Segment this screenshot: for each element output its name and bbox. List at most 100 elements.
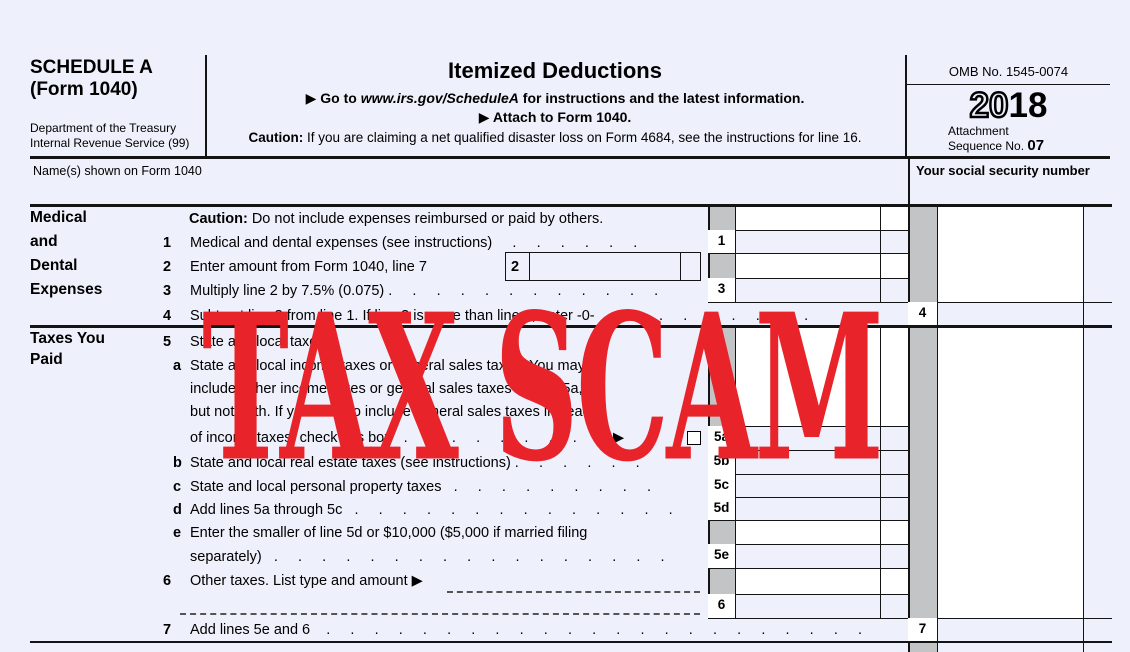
rule-h: [905, 84, 1110, 85]
line-1-amount-field[interactable]: [735, 230, 908, 253]
line-5a-amount-field[interactable]: [735, 426, 908, 450]
form-number-label: (Form 1040): [30, 79, 138, 100]
line-5d-box: 5d: [708, 497, 735, 520]
header-caution: Caution: If you are claiming a net quali…: [205, 130, 905, 145]
line-5b-amount-field[interactable]: [735, 450, 908, 474]
rule-h: [708, 426, 908, 427]
line-5b-box: 5b: [708, 450, 735, 474]
line-1-box: 1: [708, 230, 735, 253]
tax-scam-stamp: TAX SCAM: [202, 269, 884, 507]
caution-row-label: Caution:: [189, 211, 248, 227]
line-5e-text-2: separately) . . . . . . . . . . . . . . …: [190, 549, 665, 565]
rule-v: [735, 325, 736, 618]
department-line2: Internal Revenue Service (99): [30, 136, 190, 150]
rule-v: [205, 55, 207, 156]
tax-year: 2018: [907, 86, 1110, 125]
irs-url[interactable]: www.irs.gov/ScheduleA: [360, 90, 519, 106]
line-5-number: 5: [163, 334, 172, 350]
rule-h: [708, 450, 908, 451]
line-2-box-number: 2: [511, 259, 520, 275]
rule-v: [1083, 204, 1084, 652]
line-2-text: Enter amount from Form 1040, line 7: [190, 259, 427, 275]
sequence-text: Sequence No.: [948, 139, 1028, 153]
rule-h: [505, 280, 701, 281]
rule-v: [905, 55, 907, 156]
shade-cell: [908, 204, 937, 302]
line-3-box: 3: [708, 278, 735, 302]
rule-h: [30, 325, 1112, 328]
rule-v: [700, 252, 701, 280]
attach-instruction: ▶ Attach to Form 1040.: [478, 109, 632, 125]
line-6-amount-field[interactable]: [735, 594, 908, 618]
sales-tax-checkbox[interactable]: [687, 431, 701, 445]
name-label: Name(s) shown on Form 1040: [33, 164, 202, 178]
line-1-number: 1: [163, 235, 172, 251]
line-5a-letter: a: [173, 358, 182, 374]
line-6-box: 6: [708, 594, 735, 618]
tax-year-18: 18: [1008, 86, 1048, 125]
line-7-number: 7: [163, 622, 172, 638]
caution-label: Caution:: [248, 130, 304, 145]
line-3-number: 3: [163, 283, 172, 299]
rule-v: [708, 204, 710, 302]
line-5a-text-4: of income taxes, check this box . . . . …: [190, 430, 625, 446]
writein-line[interactable]: [447, 591, 700, 593]
rule-h: [30, 156, 1110, 159]
name-field[interactable]: [30, 170, 905, 203]
line-5a-text-3: but not both. If you elect to include ge…: [190, 404, 591, 420]
goto-prefix: ▶ Go to: [305, 90, 361, 106]
line-5b-text: State and local real estate taxes (see i…: [190, 455, 640, 471]
shade-cell: [908, 325, 937, 618]
writein-line[interactable]: [180, 613, 700, 615]
sequence-number: 07: [1027, 137, 1045, 154]
line-5a-box: 5a: [708, 426, 735, 450]
section-medical-line2: and: [30, 233, 58, 250]
line-7-amount-field[interactable]: [937, 618, 1112, 641]
rule-h: [708, 497, 908, 498]
rule-h: [708, 544, 908, 545]
rule-h: [708, 253, 908, 254]
shade-cell: [708, 327, 735, 426]
line-5e-amount-field[interactable]: [735, 544, 908, 568]
line-2-number: 2: [163, 259, 172, 275]
goto-suffix: for instructions and the latest informat…: [518, 90, 805, 106]
ssn-label: Your social security number: [916, 163, 1090, 178]
rule-v: [735, 204, 736, 302]
goto-instruction: ▶ Go to www.irs.gov/ScheduleA for instru…: [205, 90, 905, 107]
line-5c-text: State and local personal property taxes …: [190, 479, 651, 495]
rule-h: [708, 568, 908, 569]
line-4-amount-field[interactable]: [937, 302, 1112, 325]
caution-row-text: Do not include expenses reimbursed or pa…: [247, 211, 604, 227]
rule-h: [505, 252, 701, 253]
rule-h: [708, 594, 908, 595]
line-5c-amount-field[interactable]: [735, 474, 908, 497]
line-5-text: State and local taxes.: [190, 334, 329, 350]
line-5d-text: Add lines 5a through 5c . . . . . . . . …: [190, 502, 673, 518]
line-7-text: Add lines 5e and 6 . . . . . . . . . . .…: [190, 622, 863, 638]
ssn-field[interactable]: [937, 207, 1083, 302]
line-5a-text-1: State and local income taxes or general …: [190, 358, 585, 374]
line-5e-letter: e: [173, 525, 182, 541]
line-5d-amount-field[interactable]: [735, 497, 908, 520]
line-2-amount-field[interactable]: [531, 252, 680, 280]
caution-row: Caution: Do not include expenses reimbur…: [189, 209, 603, 229]
line-6-text: Other taxes. List type and amount ▶: [190, 573, 423, 589]
section-medical-line4: Expenses: [30, 281, 103, 298]
line-5b-letter: b: [173, 455, 182, 471]
omb-number: OMB No. 1545-0074: [948, 64, 1069, 79]
line-6-number: 6: [163, 573, 172, 589]
shade-cell: [908, 641, 937, 652]
blank-cell: [937, 325, 1083, 618]
line-4-box: 4: [908, 302, 937, 325]
line-3-amount-field[interactable]: [735, 278, 908, 302]
section-taxes-line2: Paid: [30, 351, 63, 368]
attachment-label: Attachment: [948, 124, 1009, 138]
schedule-label: SCHEDULE A: [30, 57, 153, 78]
blank-cell: [735, 568, 908, 594]
line-5a-text-2: include either income taxes or general s…: [190, 381, 583, 397]
section-taxes-line1: Taxes You: [30, 330, 105, 347]
shade-cell: [708, 520, 735, 544]
page-title: Itemized Deductions: [448, 58, 662, 83]
rule-h: [30, 204, 1112, 207]
